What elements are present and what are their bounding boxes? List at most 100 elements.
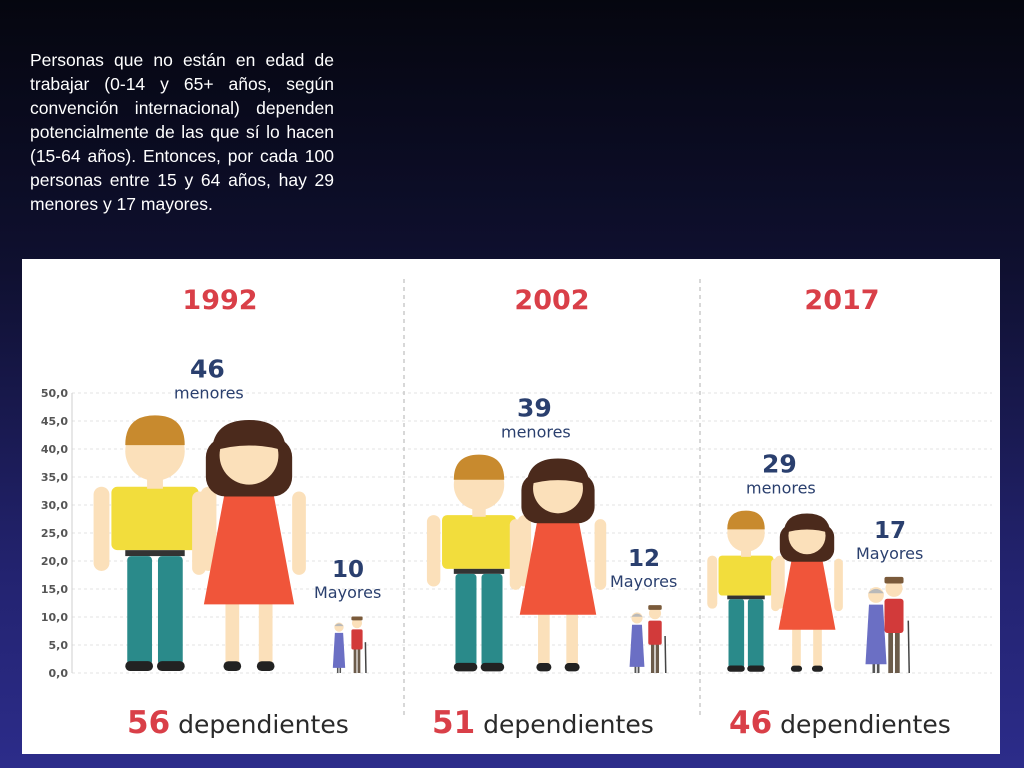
girl-bangs bbox=[526, 458, 590, 486]
dependientes-label: dependientes bbox=[483, 710, 654, 739]
menores-value: 39 bbox=[517, 394, 552, 423]
year-label: 2017 bbox=[804, 285, 879, 316]
dependientes-value: 51 bbox=[432, 705, 475, 741]
boy-left-shoe bbox=[125, 661, 154, 672]
elder-man-cane bbox=[364, 642, 367, 674]
girl-left-leg bbox=[538, 606, 550, 667]
elder-man-head bbox=[885, 579, 903, 597]
elder-man-hat bbox=[351, 616, 363, 621]
girl-right-shoe bbox=[256, 661, 275, 672]
dependientes-label: dependientes bbox=[780, 710, 951, 739]
mayores-bar bbox=[629, 605, 667, 674]
boy-left-leg bbox=[127, 556, 153, 666]
dependency-chart: 50,0 45,0 40,0 35,0 30,0 25,0 20,0 15,0 10,0 5,0 0… bbox=[41, 279, 992, 741]
dependientes-total: 56 dependientes bbox=[127, 705, 349, 741]
girl-right-shoe bbox=[564, 663, 580, 672]
mayores-label: Mayores bbox=[610, 572, 677, 591]
boy-left-leg bbox=[455, 573, 477, 667]
year-label: 2002 bbox=[514, 285, 589, 316]
menores-bar bbox=[426, 454, 607, 672]
y-tick-label: 5,0 bbox=[49, 639, 69, 652]
boy-right-leg bbox=[481, 573, 503, 667]
boy-shirt bbox=[111, 486, 199, 551]
y-tick-label: 15,0 bbox=[41, 583, 68, 596]
girl-left-shoe bbox=[536, 663, 552, 672]
y-tick-label: 25,0 bbox=[41, 527, 68, 540]
girl-right-leg bbox=[258, 594, 273, 666]
girl-dress bbox=[778, 556, 836, 630]
elder-man-cane bbox=[907, 620, 910, 674]
girl-left-arm bbox=[192, 491, 206, 575]
boy-belt bbox=[453, 568, 505, 574]
girl-bangs bbox=[783, 513, 831, 534]
dependientes-label: dependientes bbox=[178, 710, 349, 739]
menores-value: 29 bbox=[762, 450, 797, 479]
girl-left-shoe bbox=[223, 661, 242, 672]
boy-hair bbox=[727, 510, 765, 530]
intro-paragraph: Personas que no están en edad de trabaja… bbox=[30, 50, 334, 214]
mayores-value: 10 bbox=[332, 557, 364, 583]
boy-belt bbox=[125, 550, 185, 557]
elder-woman-hair bbox=[334, 623, 344, 627]
boy-shirt bbox=[442, 515, 516, 569]
girl-left-arm bbox=[771, 558, 780, 612]
girl-right-arm bbox=[292, 491, 306, 575]
y-tick-label: 35,0 bbox=[41, 471, 68, 484]
elder-man-shirt bbox=[648, 620, 662, 645]
elder-man-leg bbox=[650, 642, 655, 673]
elder-man-head bbox=[351, 618, 363, 629]
boy-right-shoe bbox=[156, 661, 185, 672]
mayores-label: Mayores bbox=[856, 544, 923, 563]
elder-man-cane bbox=[664, 636, 667, 674]
elder-woman-dress bbox=[629, 624, 645, 667]
boy-belt bbox=[727, 595, 765, 600]
dependientes-value: 56 bbox=[127, 705, 170, 741]
boy-right-shoe bbox=[747, 665, 765, 672]
menores-label: menores bbox=[746, 479, 816, 498]
dependientes-total: 46 dependientes bbox=[729, 705, 951, 741]
y-tick-label: 45,0 bbox=[41, 415, 68, 428]
y-tick-label: 40,0 bbox=[41, 443, 68, 456]
y-tick-label: 0,0 bbox=[49, 667, 69, 680]
elder-woman-leg bbox=[634, 665, 637, 673]
girl-left-leg bbox=[792, 623, 801, 669]
girl-right-leg bbox=[566, 606, 578, 667]
elder-man-hat bbox=[648, 605, 662, 610]
mayores-bar bbox=[332, 616, 367, 674]
boy-shirt bbox=[718, 555, 774, 596]
elder-man-head bbox=[648, 607, 662, 620]
boy-hair bbox=[125, 415, 185, 446]
y-axis: 50,0 45,0 40,0 35,0 30,0 25,0 20,0 15,0 10,0 5,0 0… bbox=[41, 387, 992, 680]
girl-dress bbox=[519, 516, 597, 615]
elder-woman-leg bbox=[637, 665, 640, 673]
girl-left-shoe bbox=[790, 665, 803, 672]
girl-right-leg bbox=[813, 623, 822, 669]
boy-right-leg bbox=[157, 556, 183, 666]
elder-woman-dress bbox=[332, 632, 346, 668]
boy-right-shoe bbox=[480, 662, 505, 672]
dependientes-value: 46 bbox=[729, 705, 772, 741]
elder-man-leg bbox=[357, 647, 361, 673]
elder-man-leg bbox=[353, 647, 357, 673]
mayores-value: 17 bbox=[874, 518, 906, 544]
boy-left-arm bbox=[707, 555, 718, 609]
elder-man-leg bbox=[894, 630, 900, 673]
mayores-bar bbox=[865, 576, 910, 674]
boy-right-leg bbox=[747, 599, 764, 669]
elder-woman-leg bbox=[336, 666, 339, 673]
elder-man-leg bbox=[655, 642, 660, 673]
girl-dress bbox=[203, 488, 295, 605]
elder-woman-leg bbox=[872, 662, 876, 673]
elder-man-hat bbox=[884, 576, 904, 584]
boy-left-shoe bbox=[453, 662, 478, 672]
boy-left-shoe bbox=[727, 665, 745, 672]
girl-right-arm bbox=[834, 558, 843, 612]
dependency-chart-panel: 50,0 45,0 40,0 35,0 30,0 25,0 20,0 15,0 10,0 5,0 0… bbox=[22, 259, 1000, 754]
elder-man-shirt bbox=[351, 629, 363, 650]
menores-bar bbox=[707, 510, 843, 672]
menores-label: menores bbox=[501, 423, 571, 442]
menores-label: menores bbox=[174, 383, 244, 402]
